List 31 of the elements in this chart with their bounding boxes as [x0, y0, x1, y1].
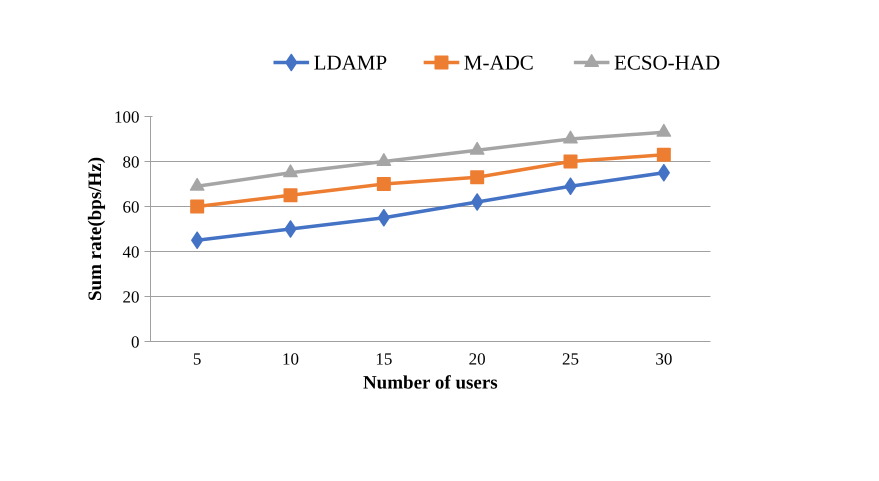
point	[190, 200, 204, 214]
point	[564, 177, 577, 196]
x-tick-label: 10	[282, 350, 299, 368]
x-tick-label: 20	[468, 350, 486, 368]
legend-label: M-ADC	[464, 50, 534, 74]
point	[284, 188, 298, 202]
y-tick-label: 100	[114, 108, 140, 126]
point	[376, 177, 391, 191]
legend-label: LDAMP	[314, 50, 388, 74]
point	[470, 142, 485, 155]
point	[656, 148, 671, 162]
x-tick-label: 15	[375, 350, 392, 368]
point	[283, 164, 298, 178]
point	[564, 154, 578, 168]
point	[470, 170, 484, 184]
y-tick-label: 20	[122, 288, 140, 306]
y-axis-title: Sum rate(bps/Hz)	[85, 156, 106, 302]
point	[284, 220, 297, 238]
y-tick-label: 0	[131, 332, 140, 352]
y-tick-label: 40	[122, 242, 140, 262]
y-tick-label: 80	[122, 152, 140, 172]
y-tick-label: 60	[122, 198, 140, 216]
point	[190, 178, 205, 191]
x-tick-label: 25	[562, 350, 579, 368]
point	[656, 124, 672, 137]
point	[563, 130, 578, 144]
point	[376, 152, 392, 166]
x-tick-label: 5	[192, 350, 202, 368]
legend-label: ECSO-HAD	[614, 50, 720, 74]
x-axis-title: Number of users	[362, 372, 498, 394]
x-tick-label: 30	[655, 350, 672, 368]
